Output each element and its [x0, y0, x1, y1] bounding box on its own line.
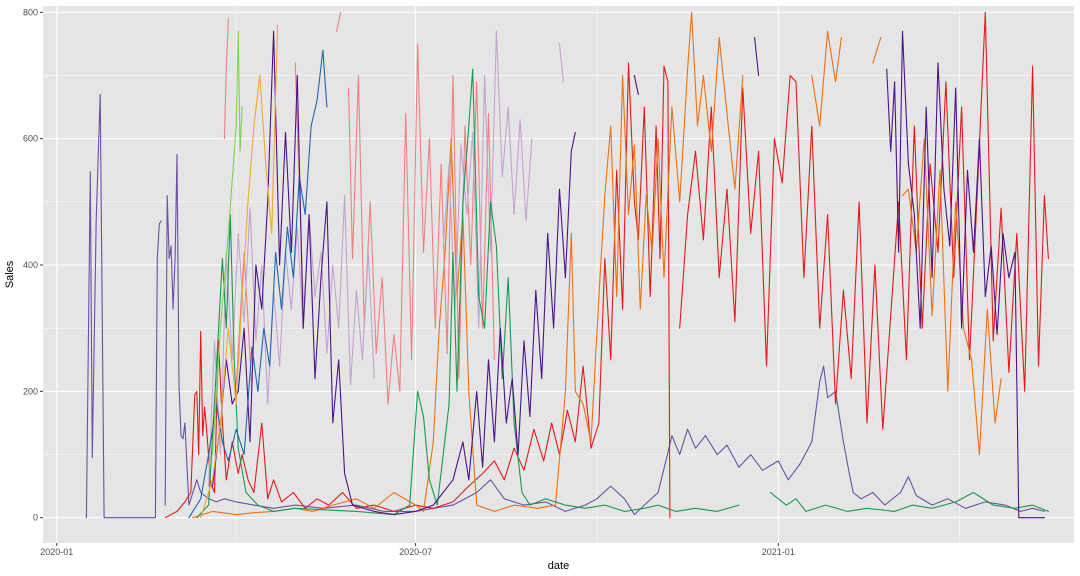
series-line-10: [211, 30, 243, 456]
y-tick-label: 600: [23, 134, 38, 144]
series-line-9: [200, 24, 279, 519]
y-tick-label: 800: [23, 7, 38, 17]
series-line-1: [85, 93, 1045, 519]
series-line-6: [196, 68, 1049, 519]
series-line-8: [211, 30, 1045, 519]
y-tick-label: 0: [33, 513, 38, 523]
y-axis-title: Sales: [4, 260, 16, 288]
series-line-7: [188, 49, 328, 519]
series-line-5: [208, 30, 564, 487]
plot-panel: [43, 6, 1074, 543]
x-axis-title: date: [548, 560, 569, 572]
series-line-3: [192, 11, 1002, 519]
y-tick-label: 400: [23, 260, 38, 270]
y-tick-label: 200: [23, 386, 38, 396]
x-tick-label: 2020-01: [40, 547, 73, 557]
x-tick-label: 2021-01: [762, 547, 795, 557]
x-tick-label: 2020-07: [399, 547, 432, 557]
